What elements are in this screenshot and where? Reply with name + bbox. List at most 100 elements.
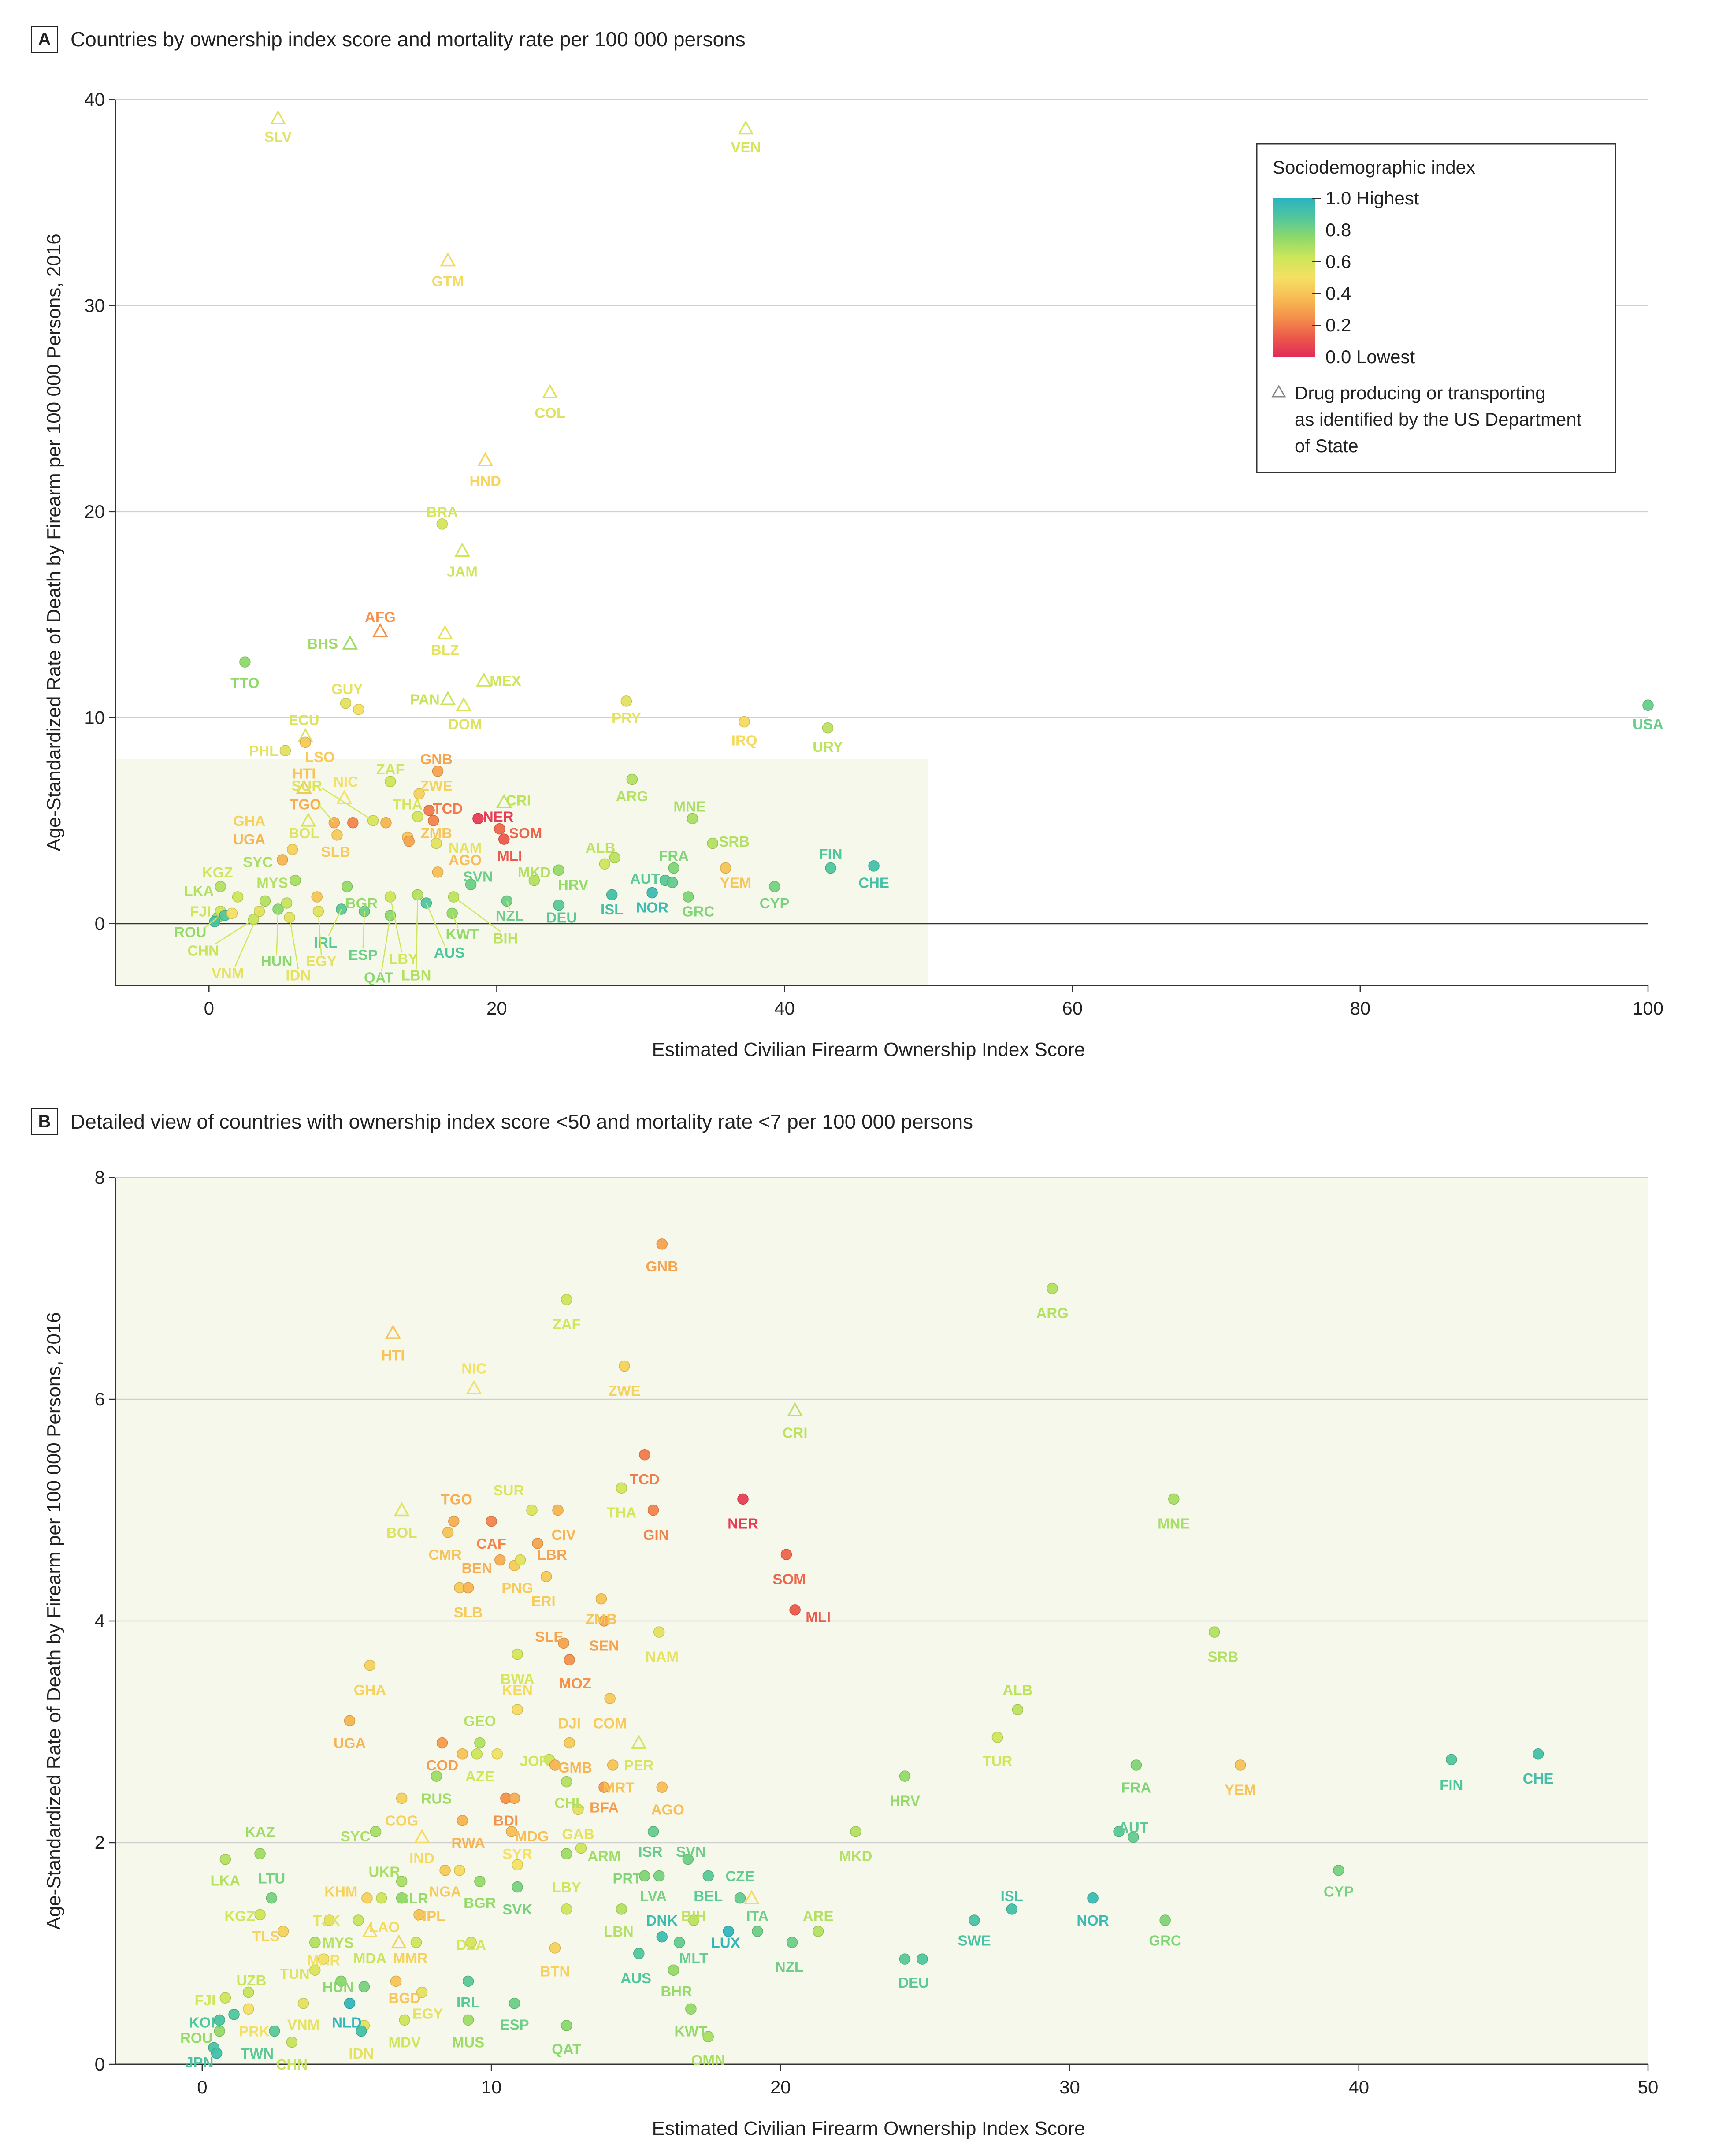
label-GUY: GUY (331, 681, 363, 697)
label-TGO: TGO (290, 796, 321, 813)
label-HTI: HTI (292, 766, 316, 782)
label-GNB: GNB (646, 1258, 678, 1275)
label-KWT: KWT (445, 926, 479, 942)
label-NGA: NGA (429, 1884, 461, 1900)
point-SVN (682, 1853, 694, 1865)
point-MLI (498, 833, 510, 845)
point-JAM (454, 543, 471, 557)
point-FRA (668, 862, 679, 874)
label-GMB: GMB (558, 1759, 592, 1776)
point-TCD (639, 1449, 650, 1461)
y-tick-label: 4 (95, 1610, 105, 1631)
point-DZA (465, 1937, 477, 1948)
label-ZWE: ZWE (420, 778, 453, 794)
point-UGA (277, 854, 288, 866)
point-MMR2 (410, 1937, 422, 1948)
label-BLZ: BLZ (431, 642, 459, 658)
point-MEX (476, 672, 492, 687)
point-HRV (553, 864, 564, 876)
point-CYP (1333, 1865, 1344, 1876)
panel-a-title: Countries by ownership index score and m… (71, 28, 746, 51)
y-tick-label: 8 (95, 1167, 105, 1188)
point-CIV (380, 817, 392, 829)
point-THA (412, 810, 423, 822)
point-PAN (440, 691, 456, 706)
point-MMR (391, 1934, 407, 1949)
label-SOM: SOM (509, 825, 542, 841)
label-HTI: HTI (381, 1347, 405, 1363)
leader-ESP (362, 911, 365, 948)
label-YEM: YEM (720, 874, 752, 891)
point-KWT (685, 2003, 697, 2015)
point-ISR (647, 1826, 659, 1837)
point-CHN (286, 2036, 298, 2048)
label-VNM: VNM (212, 965, 244, 981)
label-LVA: LVA (640, 1888, 667, 1904)
leader-AUS (426, 903, 445, 947)
point-GNB (432, 766, 444, 777)
point-GRC (1159, 1914, 1171, 1926)
point-KOR (228, 2009, 240, 2020)
point-NPL (311, 891, 323, 903)
chart-a: 0 10 20 30 40 0 20 40 60 80 100 Estimated Civilian … (43, 89, 1663, 1060)
point-AUT2 (1128, 1831, 1139, 1843)
label-SLB: SLB (454, 1604, 483, 1621)
point-AZE2 (491, 1748, 503, 1760)
label-BRA: BRA (427, 504, 458, 520)
label-SWE: SWE (958, 1932, 991, 1948)
label-MAR: MAR (307, 1952, 340, 1969)
label-PRY: PRY (612, 710, 641, 726)
y-tick-label: 30 (84, 295, 105, 316)
point-HUN2 (358, 1981, 370, 1992)
legend: Sociodemographic index 1.0 Highest 0.8 0.6 0… (1256, 143, 1616, 473)
point-ITA (752, 1926, 763, 1937)
label-MLT: MLT (679, 1950, 708, 1966)
label-NZL: NZL (775, 1959, 803, 1975)
label-QAT: QAT (364, 969, 393, 985)
label-ESP: ESP (349, 947, 378, 963)
label-KEN: KEN (502, 1682, 533, 1698)
label-TGO: TGO (441, 1491, 473, 1507)
point-ZAF (561, 1294, 572, 1305)
label-ERI: ERI (531, 1593, 556, 1610)
x-tick-label: 40 (1348, 2077, 1369, 2097)
label-BIH: BIH (681, 1908, 706, 1924)
label-IRL: IRL (314, 934, 337, 951)
label-RUS: RUS (421, 1790, 452, 1807)
label-BLR: BLR (398, 1890, 428, 1907)
point-LAO (362, 1923, 378, 1937)
point-MDG (506, 1826, 517, 1837)
panel-b-letter: B (31, 1108, 58, 1135)
point-ISL (606, 889, 618, 901)
point-SUR (526, 1504, 538, 1516)
label-LBR: LBR (537, 1546, 567, 1563)
point-EGY (416, 1986, 428, 1998)
point-BLR (396, 1892, 408, 1904)
label-ISL: ISL (601, 901, 623, 918)
leader-HUN (276, 909, 279, 955)
label-LSO: LSO (305, 749, 335, 765)
label-COM: COM (593, 1715, 627, 1731)
point-QAT (561, 2020, 572, 2031)
point-AUS (633, 1948, 645, 1959)
point-SVK (512, 1881, 523, 1893)
point-LVA (653, 1870, 665, 1882)
x-tick-label: 100 (1633, 998, 1663, 1019)
label-SYC: SYC (341, 1828, 371, 1844)
label-JOR: JOR (520, 1753, 550, 1769)
point-MKD (850, 1826, 861, 1837)
label-BOL: BOL (289, 825, 319, 841)
label-BHS: BHS (307, 636, 338, 652)
label-IRL: IRL (457, 1994, 480, 2011)
point-AUT (1113, 1826, 1125, 1837)
point-LBY (561, 1903, 572, 1915)
point-TUN (309, 1964, 321, 1976)
label-ZMB: ZMB (586, 1611, 617, 1627)
leader-LBY (390, 896, 403, 953)
panel-b-title: Detailed view of countries with ownershi… (71, 1110, 973, 1133)
label-GEO: GEO (464, 1713, 496, 1729)
label-BWA: BWA (501, 1671, 535, 1687)
point-NLD (344, 1997, 356, 2009)
point-UKR (396, 1876, 408, 1887)
label-ARG: ARG (1036, 1305, 1069, 1321)
